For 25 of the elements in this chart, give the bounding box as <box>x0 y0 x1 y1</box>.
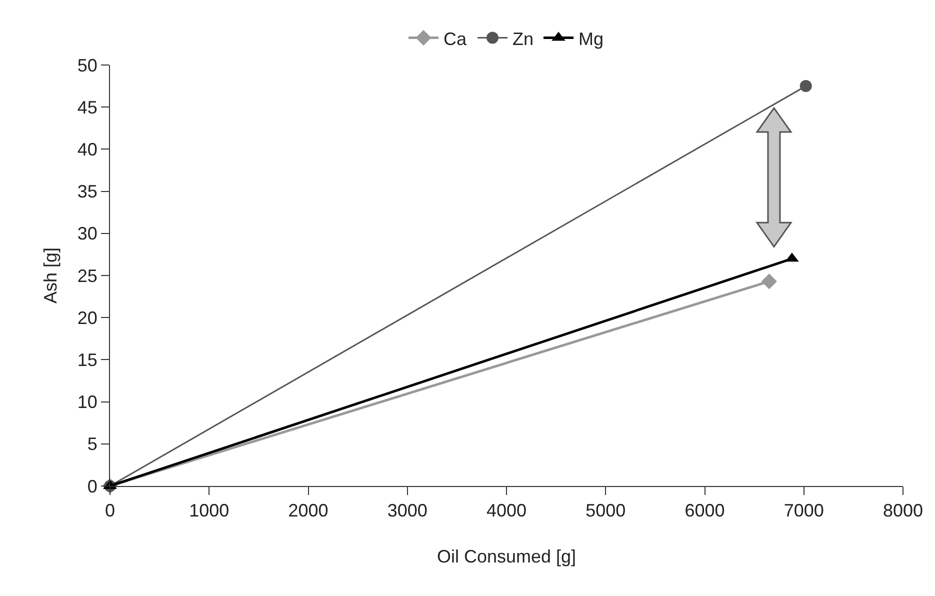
x-tick-label: 5000 <box>586 500 626 521</box>
legend-label: Ca <box>444 28 468 49</box>
y-tick-label: 0 <box>87 476 98 496</box>
x-tick-label: 4000 <box>486 500 527 521</box>
legend-label: Zn <box>512 28 534 49</box>
y-tick-label: 30 <box>77 224 98 244</box>
y-tick-label: 20 <box>77 308 98 328</box>
x-tick-label: 1000 <box>189 500 230 521</box>
y-tick-label: 15 <box>77 350 98 370</box>
y-axis-title: Ash [g] <box>40 247 61 304</box>
x-tick-label: 3000 <box>387 500 428 521</box>
x-axis-title: Oil Consumed [g] <box>436 546 576 567</box>
legend-label: Mg <box>578 28 604 49</box>
x-tick-label: 6000 <box>684 500 725 521</box>
x-tick-label: 0 <box>104 500 116 521</box>
y-tick-label: 50 <box>77 55 98 76</box>
y-tick-label: 25 <box>77 266 98 286</box>
x-tick-label: 2000 <box>288 500 328 521</box>
y-tick-label: 45 <box>77 97 98 118</box>
y-tick-label: 10 <box>77 392 98 412</box>
y-tick-label: 5 <box>87 434 98 454</box>
x-tick-label: 8000 <box>882 500 924 521</box>
y-tick-label: 35 <box>77 182 98 202</box>
y-tick-label: 40 <box>77 140 98 160</box>
x-tick-label: 7000 <box>784 500 824 521</box>
